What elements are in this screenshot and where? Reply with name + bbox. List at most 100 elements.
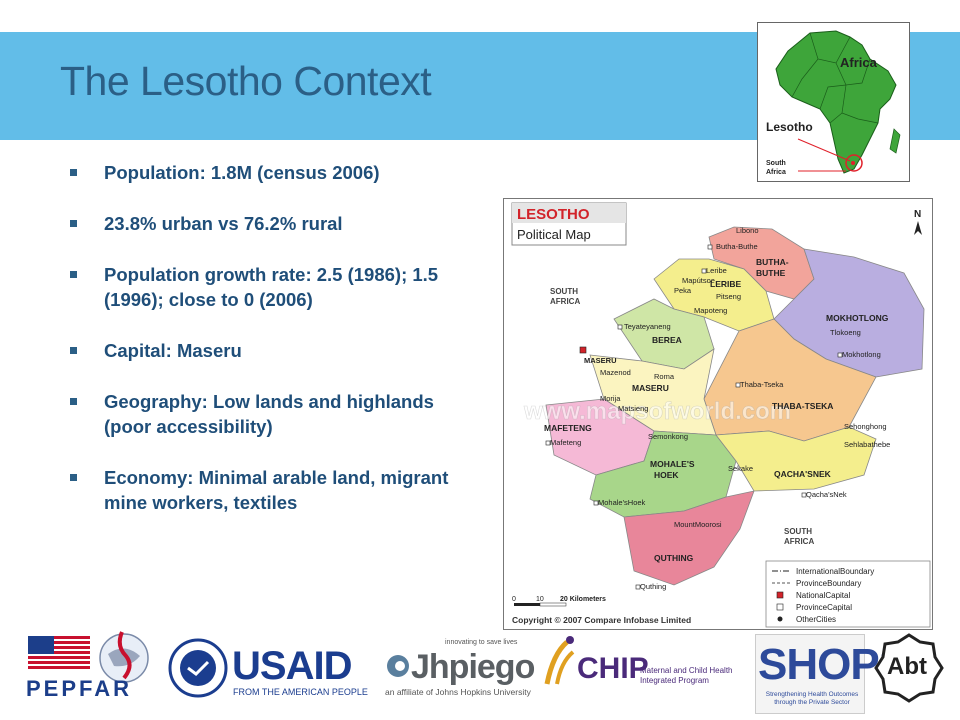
south-africa-nw-1: SOUTH <box>550 287 578 296</box>
map-watermark: www.mapsofworld.com <box>523 398 791 425</box>
place-label: Pitseng <box>716 292 741 301</box>
legend-item: NationalCapital <box>796 591 850 600</box>
district-label: BUTHE <box>756 268 786 278</box>
place-label: Peka <box>674 286 692 295</box>
national-capital-marker <box>579 346 587 354</box>
map-title: LESOTHO <box>517 206 590 223</box>
place-label: Mokhotlong <box>842 350 881 359</box>
district-label: MOHALE'S <box>650 459 695 469</box>
bullet-item: Capital: Maseru <box>70 338 470 363</box>
south-africa-nw-2: AFRICA <box>550 297 580 306</box>
abt-logo-text: Abt <box>887 653 927 680</box>
scale-label: 0 <box>512 596 516 603</box>
bullet-item: Geography: Low lands and highlands (poor… <box>70 389 470 439</box>
us-flag-icon <box>28 636 90 670</box>
mchip-logo-text: CHIP <box>577 652 649 685</box>
scale-bar: 0 10 20 Kilometers <box>512 596 606 607</box>
place-label: MountMoorosi <box>674 520 722 529</box>
bullet-marker <box>70 169 77 176</box>
district-label: MASERU <box>632 383 669 393</box>
lesotho-political-map: LESOTHO Political Map N www.mapsofworld.… <box>503 198 933 630</box>
legend-item: ProvinceCapital <box>796 603 852 612</box>
south-africa-se-2: AFRICA <box>784 537 814 546</box>
place-label: Mapútsoe <box>682 276 715 285</box>
place-label: Sekake <box>728 464 753 473</box>
bullet-item: Population: 1.8M (census 2006) <box>70 160 470 185</box>
district-qachas-nek <box>715 426 877 492</box>
mchip-subtitle: Maternal and Child Health Integrated Pro… <box>640 666 733 685</box>
map-legend <box>765 560 931 628</box>
bullet-text: Population growth rate: 2.5 (1986); 1.5 … <box>104 264 439 310</box>
map-subtitle: Political Map <box>517 227 591 242</box>
district-mohales-hoek <box>589 430 737 518</box>
bullet-marker <box>70 347 77 354</box>
district-quthing <box>623 490 755 586</box>
lesotho-label: Lesotho <box>766 120 813 134</box>
scale-label: 10 <box>536 596 544 603</box>
partner-logo-strip: PEPFAR USAID FROM THE AMERICAN PEOPLE in… <box>0 628 960 720</box>
jhpiego-logo-text: Jhpiego <box>411 648 535 686</box>
district-label: BEREA <box>652 335 682 345</box>
pepfar-logo-text: PEPFAR <box>26 676 133 701</box>
bullet-marker <box>70 220 77 227</box>
bullet-marker <box>70 271 77 278</box>
mchip-figure-icon <box>544 636 575 685</box>
slide-title: The Lesotho Context <box>60 58 432 104</box>
district-label: QUTHING <box>654 553 694 563</box>
place-label: Thaba-Tseka <box>740 380 784 389</box>
province-capital-marker <box>617 324 623 330</box>
city-markers <box>545 244 843 590</box>
south-africa-label-2: Africa <box>766 169 786 176</box>
bullet-item: Economy: Minimal arable land, migrant mi… <box>70 465 470 515</box>
province-capital-marker <box>735 382 741 388</box>
district-label: QACHA'SNEK <box>774 469 832 479</box>
bullet-marker <box>70 398 77 405</box>
south-africa-se-1: SOUTH <box>784 527 812 536</box>
place-label: Leribe <box>706 266 727 275</box>
place-label: MASERU <box>584 356 617 365</box>
north-arrow-icon <box>914 221 922 235</box>
legend-item: ProvinceBoundary <box>796 579 861 588</box>
place-label: Roma <box>654 372 675 381</box>
bullet-text: Geography: Low lands and highlands (poor… <box>104 391 434 437</box>
usaid-logo-text: USAID <box>232 644 352 688</box>
bullet-text: Population: 1.8M (census 2006) <box>104 162 380 183</box>
political-map-graphic: LESOTHO Political Map N www.mapsofworld.… <box>511 202 931 628</box>
place-label: Morija <box>600 394 621 403</box>
province-capital-marker <box>635 584 641 590</box>
province-capital-marker <box>801 492 807 498</box>
place-label: Tlokoeng <box>830 328 861 337</box>
scale-label: 20 Kilometers <box>560 596 606 603</box>
province-capital-marker <box>837 352 843 358</box>
bullet-item: Population growth rate: 2.5 (1986); 1.5 … <box>70 262 470 312</box>
legend-item: InternationalBoundary <box>796 567 874 576</box>
place-label: Teyateyaneng <box>624 322 671 331</box>
place-label: Semonkong <box>648 432 688 441</box>
district-label: THABA-TSEKA <box>772 401 833 411</box>
place-label: Mazenod <box>600 368 631 377</box>
jhpiego-mark-icon <box>387 655 409 677</box>
usaid-tagline: FROM THE AMERICAN PEOPLE <box>233 687 368 697</box>
province-capital-marker <box>593 500 599 506</box>
place-label: Quthing <box>640 582 666 591</box>
place-label: Mafeteng <box>550 438 581 447</box>
africa-inset-map: Africa Lesotho South Africa <box>757 22 910 182</box>
district-label: MAFETENG <box>544 423 592 433</box>
africa-label: Africa <box>840 55 878 70</box>
place-label: Qacha'sNek <box>806 490 847 499</box>
province-capital-marker <box>701 268 707 274</box>
north-label: N <box>914 209 921 220</box>
abt-badge-icon <box>874 633 944 703</box>
province-capital-marker <box>707 244 713 250</box>
south-africa-label-1: South <box>766 160 786 167</box>
bullet-text: 23.8% urban vs 76.2% rural <box>104 213 343 234</box>
place-label: Mohale'sHoek <box>598 498 646 507</box>
district-label: LERIBE <box>710 279 742 289</box>
district-label: BUTHA- <box>756 257 789 267</box>
place-label: Butha-Buthe <box>716 242 758 251</box>
bullet-text: Capital: Maseru <box>104 340 242 361</box>
bullet-text: Economy: Minimal arable land, migrant mi… <box>104 467 449 513</box>
jhpiego-subtitle: an affiliate of Johns Hopkins University <box>385 687 531 697</box>
place-label: Sehlabathebe <box>844 440 890 449</box>
africa-map-graphic: Africa Lesotho South Africa <box>766 30 901 176</box>
